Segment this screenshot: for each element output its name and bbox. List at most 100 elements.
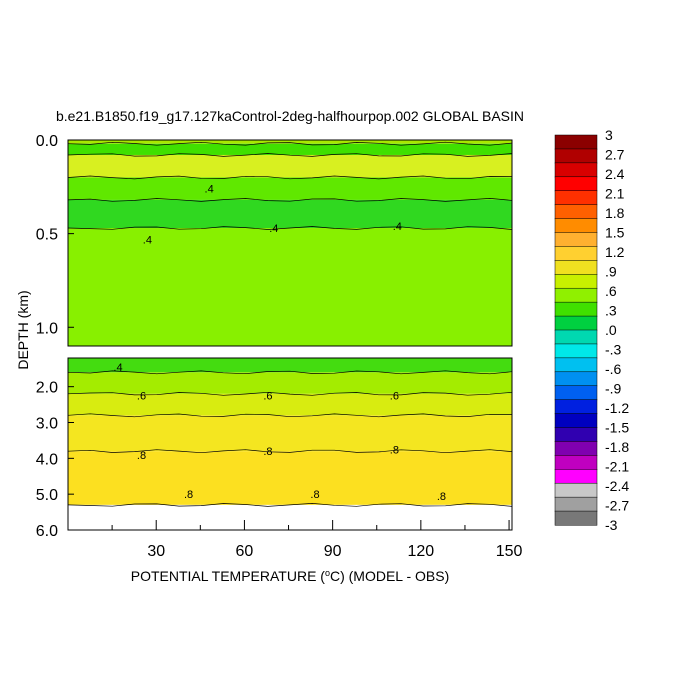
colorbar-label: -2.7 bbox=[605, 498, 629, 514]
lower-panel-band bbox=[68, 358, 512, 373]
colorbar-swatch bbox=[554, 413, 598, 429]
colorbar-label: .3 bbox=[605, 303, 617, 319]
colorbar-swatch bbox=[554, 399, 598, 415]
colorbar-swatch bbox=[554, 357, 598, 373]
colorbar-swatch bbox=[554, 232, 598, 247]
upper-panel-y-tick-label: 0.5 bbox=[36, 227, 58, 244]
colorbar-label: .9 bbox=[605, 264, 617, 280]
lower-panel-contour-label: .4 bbox=[113, 362, 122, 374]
lower-panel-contour-line bbox=[67, 391, 513, 396]
colorbar-swatch bbox=[554, 455, 598, 470]
upper-panel-contour-line bbox=[67, 226, 513, 230]
upper-panel-contour-label: .4 bbox=[205, 184, 214, 196]
upper-panel-band bbox=[68, 228, 512, 346]
upper-panel-y-tick-label: 1.0 bbox=[36, 320, 58, 337]
colorbar-swatch bbox=[554, 301, 598, 317]
colorbar-swatch bbox=[554, 427, 598, 442]
x-tick-label: 150 bbox=[496, 543, 523, 560]
x-tick-label: 60 bbox=[236, 543, 254, 560]
lower-panel-y-tick-label: 2.0 bbox=[36, 380, 58, 397]
lower-panel-contour-label: .8 bbox=[137, 450, 146, 462]
lower-panel-band bbox=[68, 504, 512, 530]
upper-panel-frame bbox=[67, 139, 513, 347]
lower-panel-contour-label: .8 bbox=[184, 489, 193, 501]
lower-panel-contour-label: .8 bbox=[437, 491, 446, 503]
lower-panel-contour-line bbox=[67, 413, 513, 418]
colorbar-label: .0 bbox=[605, 322, 617, 338]
lower-panel-y-tick-label: 5.0 bbox=[36, 487, 58, 504]
colorbar-swatch bbox=[554, 287, 598, 303]
upper-panel: .4 .4 .4 .4 0.0 0.5 1.0 bbox=[36, 133, 513, 347]
upper-panel-y-tick-label: 0.0 bbox=[36, 133, 58, 150]
colorbar-label: -3 bbox=[605, 517, 618, 533]
upper-panel-contour-line bbox=[67, 175, 513, 180]
colorbar-swatch bbox=[554, 162, 598, 178]
upper-panel-band bbox=[68, 143, 512, 155]
upper-panel-band bbox=[68, 177, 512, 200]
lower-panel-band bbox=[68, 393, 512, 416]
lower-panel-y-tick-label: 3.0 bbox=[36, 416, 58, 433]
lower-panel-frame bbox=[67, 357, 513, 531]
upper-panel-band bbox=[68, 140, 512, 144]
chart-title: b.e21.B1850.f19_g17.127kaControl-2deg-ha… bbox=[56, 108, 524, 124]
upper-panel-contour-label: .4 bbox=[393, 221, 402, 233]
colorbar-swatch bbox=[554, 260, 598, 275]
colorbar-swatch bbox=[554, 190, 598, 206]
colorbar: 3 2.7 2.4 2.1 1.8 1.5 1.2 .9 .6 .3 .0 -.3 -.6 -.9 -1.2… bbox=[554, 127, 629, 533]
colorbar-swatch bbox=[554, 441, 598, 456]
colorbar-label: 1.5 bbox=[605, 225, 625, 241]
x-tick-label: 120 bbox=[407, 543, 434, 560]
colorbar-swatch bbox=[554, 204, 598, 220]
lower-panel-contour-label: .6 bbox=[137, 391, 146, 403]
colorbar-label: -.9 bbox=[605, 381, 622, 397]
upper-panel-contour-line bbox=[67, 198, 513, 202]
colorbar-swatch bbox=[554, 385, 598, 401]
colorbar-label: 3 bbox=[605, 127, 613, 143]
colorbar-swatch bbox=[554, 246, 598, 261]
lower-panel-contour-label: .8 bbox=[390, 444, 399, 456]
colorbar-swatch bbox=[554, 482, 598, 498]
colorbar-swatch bbox=[554, 343, 598, 359]
colorbar-label: 2.1 bbox=[605, 186, 625, 202]
colorbar-swatch bbox=[554, 329, 598, 345]
colorbar-label: -.3 bbox=[605, 342, 622, 358]
x-axis-label: POTENTIAL TEMPERATURE (oC) (MODEL - OBS) bbox=[131, 568, 450, 584]
lower-panel-contour-label: .6 bbox=[390, 391, 399, 403]
lower-panel-contour-label: .6 bbox=[263, 391, 272, 403]
colorbar-swatch bbox=[554, 148, 598, 164]
colorbar-label: -1.5 bbox=[605, 420, 629, 436]
lower-panel-contour-label: .8 bbox=[310, 489, 319, 501]
colorbar-swatch bbox=[554, 274, 598, 289]
lower-panel: .4 .6 .6 .6 .8 .8 .8 .8 .8 .8 2.0 3.0 4.0 5.0 6.0 30 60 9… bbox=[36, 357, 523, 560]
colorbar-label: -.6 bbox=[605, 361, 622, 377]
colorbar-swatch bbox=[554, 176, 598, 192]
upper-panel-contour-line bbox=[67, 153, 513, 157]
colorbar-swatch bbox=[554, 469, 598, 484]
colorbar-label: -2.4 bbox=[605, 478, 629, 494]
lower-panel-contour-line bbox=[67, 370, 513, 375]
lower-panel-band bbox=[68, 451, 512, 505]
colorbar-swatch bbox=[554, 315, 598, 331]
lower-panel-y-tick-label: 4.0 bbox=[36, 451, 58, 468]
lower-panel-band bbox=[68, 372, 512, 394]
colorbar-label: -2.1 bbox=[605, 459, 629, 475]
colorbar-label: 2.4 bbox=[605, 166, 625, 182]
lower-panel-contour-label: .8 bbox=[263, 446, 272, 458]
colorbar-swatch bbox=[554, 371, 598, 387]
colorbar-swatch bbox=[554, 218, 598, 234]
colorbar-label: 1.8 bbox=[605, 205, 625, 221]
y-axis-label: DEPTH (km) bbox=[15, 290, 31, 369]
lower-panel-y-tick-label: 6.0 bbox=[36, 523, 58, 540]
x-tick-label: 90 bbox=[324, 543, 342, 560]
upper-panel-contour-line bbox=[67, 141, 513, 146]
upper-panel-contour-label: .4 bbox=[143, 234, 152, 246]
colorbar-label: 2.7 bbox=[605, 147, 625, 163]
lower-panel-contour-line bbox=[67, 449, 513, 454]
upper-panel-contour-label: .4 bbox=[269, 223, 278, 235]
colorbar-label: .6 bbox=[605, 283, 617, 299]
colorbar-swatch bbox=[554, 134, 598, 150]
colorbar-label: 1.2 bbox=[605, 244, 625, 260]
lower-panel-contour-line bbox=[67, 503, 513, 507]
colorbar-swatch bbox=[554, 510, 598, 526]
